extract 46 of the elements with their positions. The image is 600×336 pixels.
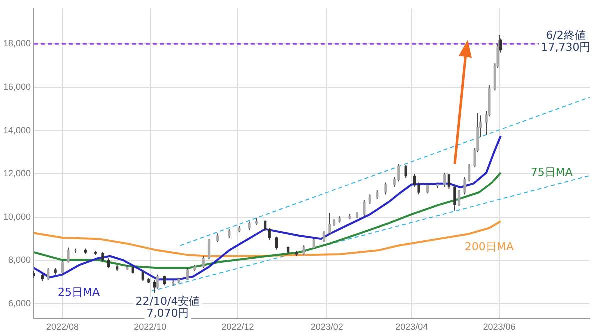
candlestick <box>142 271 145 282</box>
candlestick <box>322 230 326 243</box>
candlestick <box>384 182 388 196</box>
y-tick-label: 12,000 <box>3 168 31 179</box>
candlestick <box>102 252 104 262</box>
series-label: 200日MA <box>464 240 514 254</box>
candlestick <box>153 280 156 294</box>
x-tick-label: 2023/02 <box>310 322 344 332</box>
candlestick <box>398 164 400 182</box>
y-tick-label: 16,000 <box>3 82 31 92</box>
candlestick <box>458 190 461 208</box>
annotation: 6/2終値 17,730円 <box>541 28 591 54</box>
candlestick <box>47 268 50 281</box>
x-tick-label: 2022/12 <box>222 322 254 332</box>
candlestick <box>454 186 456 212</box>
candlestick <box>208 238 211 260</box>
y-tick-label: 10,000 <box>3 212 31 222</box>
candlestick <box>156 274 159 290</box>
text: 75日MA <box>530 166 574 179</box>
y-tick-label: 14,000 <box>3 125 31 136</box>
x-tick-label: 2023/06 <box>483 322 516 332</box>
candlestick <box>275 236 278 250</box>
series-label: 25日MA <box>58 286 100 299</box>
candlestick <box>163 275 166 286</box>
x-tick-label: 2022/08 <box>46 322 80 332</box>
y-tick-label: 18,000 <box>3 38 31 49</box>
candlestick <box>302 245 306 256</box>
candlestick <box>67 247 70 264</box>
annotation: 22/10/4安値 7,070円 <box>136 294 200 320</box>
candlestick <box>268 228 271 241</box>
candlestick <box>61 260 64 274</box>
y-tick-label: 8,000 <box>8 255 31 266</box>
candlestick <box>264 220 267 232</box>
candlestick <box>444 172 446 188</box>
candlestick <box>328 212 332 236</box>
candlestick <box>404 164 408 179</box>
candlestick <box>426 183 429 194</box>
x-tick-label: 2022/10 <box>134 322 167 332</box>
candlestick <box>448 174 451 190</box>
y-tick-label: 6,000 <box>8 298 31 309</box>
candlestick <box>368 194 372 205</box>
x-tick-label: 2023/04 <box>396 322 428 332</box>
candlestick <box>107 258 110 269</box>
candlestick <box>202 256 205 269</box>
candlestick <box>363 200 366 217</box>
candlestick <box>312 238 316 250</box>
